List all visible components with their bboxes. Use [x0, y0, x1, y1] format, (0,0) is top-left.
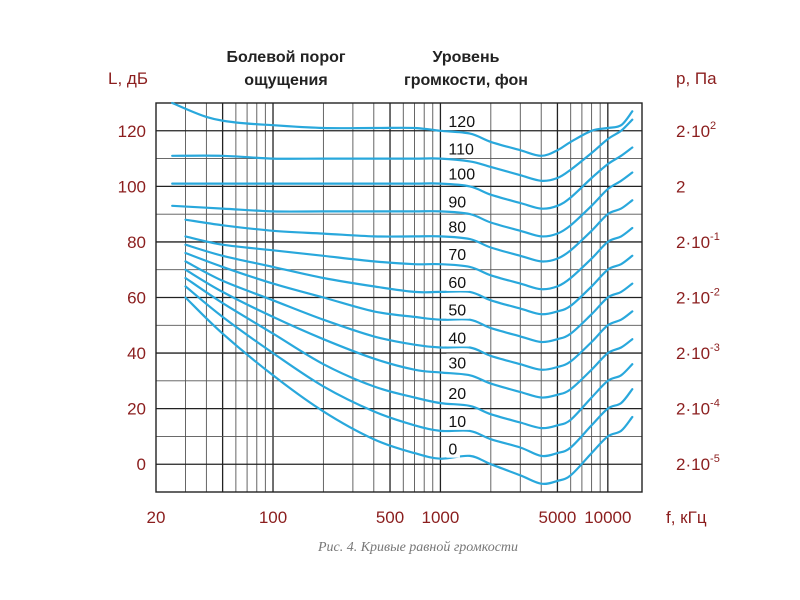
curve-60-phon	[184, 243, 634, 316]
curve-label-0: 0	[448, 442, 457, 459]
y-tick-label: 40	[127, 344, 146, 363]
x-tick-label: 5000	[539, 508, 577, 527]
curve-110-phon	[171, 118, 634, 183]
curve-label-40: 40	[448, 331, 466, 348]
pressure-tick-label: 2·10-1	[676, 231, 720, 252]
loudness-level-title-line1: Уровень	[433, 49, 500, 66]
pressure-tick-label: 2·10-3	[676, 342, 720, 363]
curve-120-phon	[171, 101, 634, 157]
x-tick-label: 10000	[584, 508, 631, 527]
curve-label-background	[446, 439, 460, 458]
curve-label-background	[446, 111, 479, 130]
curve-label-background	[446, 245, 470, 264]
curve-10-phon	[184, 285, 634, 458]
curve-0-phon	[184, 296, 634, 485]
curve-100-phon	[171, 146, 634, 210]
figure-caption: Рис. 4. Кривые равной громкости	[317, 540, 518, 555]
y-tick-label: 100	[118, 177, 146, 196]
y-tick-label: 0	[137, 455, 146, 474]
pressure-tick-label: 2·10-2	[676, 287, 720, 308]
curve-label-30: 30	[448, 356, 466, 373]
curve-label-background	[446, 328, 470, 347]
x-tick-label: 20	[147, 508, 166, 527]
plot-frame	[155, 102, 643, 493]
curve-label-background	[446, 139, 479, 158]
curve-label-60: 60	[448, 275, 466, 292]
curve-label-background	[446, 384, 470, 403]
x-tick-label: 100	[259, 508, 287, 527]
curve-label-background	[446, 300, 470, 319]
plot-grid	[155, 102, 643, 493]
pressure-tick-label: 2	[676, 177, 685, 196]
curve-label-90: 90	[448, 194, 466, 211]
curve-label-20: 20	[448, 386, 466, 403]
curve-label-background	[446, 411, 470, 430]
y-tick-label: 60	[127, 289, 146, 308]
pain-threshold-title-line2: ощущения	[244, 72, 327, 89]
pressure-tick-label: 2·10-4	[676, 398, 720, 419]
curve-20-phon	[184, 276, 634, 430]
curve-80-phon	[184, 199, 634, 263]
curve-label-80: 80	[448, 219, 466, 236]
curve-label-background	[446, 192, 470, 211]
curve-90-phon	[171, 171, 634, 238]
curve-label-background	[446, 217, 470, 236]
curve-label-110: 110	[448, 142, 474, 159]
x-axis-label: f, кГц	[666, 508, 707, 527]
y-tick-label: 20	[127, 400, 146, 419]
loudness-level-title-line2: громкости, фон	[404, 72, 528, 89]
x-tick-label: 1000	[422, 508, 460, 527]
y-tick-label: 120	[118, 122, 146, 141]
y-right-axis-label: p, Па	[676, 69, 717, 88]
curve-label-70: 70	[448, 247, 466, 264]
curve-label-background	[446, 353, 470, 372]
pressure-tick-label: 2·10-5	[676, 453, 720, 474]
curve-label-100: 100	[448, 167, 475, 184]
curve-40-phon	[184, 260, 634, 371]
y-tick-label: 80	[127, 233, 146, 252]
x-tick-label: 500	[376, 508, 404, 527]
curve-label-background	[446, 272, 470, 291]
y-left-axis-label: L, дБ	[108, 69, 148, 88]
curve-label-50: 50	[448, 303, 466, 320]
curve-label-background	[446, 164, 479, 183]
curves	[171, 101, 634, 485]
curve-50-phon	[184, 251, 634, 344]
curve-30-phon	[184, 268, 634, 399]
curve-label-10: 10	[448, 414, 466, 431]
pain-threshold-title-line1: Болевой порог	[226, 49, 345, 66]
curve-labels: 0 10 20 30 40 50 60 70 80 90 100 110 120	[446, 111, 479, 459]
curve-70-phon	[184, 226, 634, 291]
curve-label-120: 120	[448, 114, 475, 131]
pressure-tick-label: 2·102	[676, 120, 716, 141]
